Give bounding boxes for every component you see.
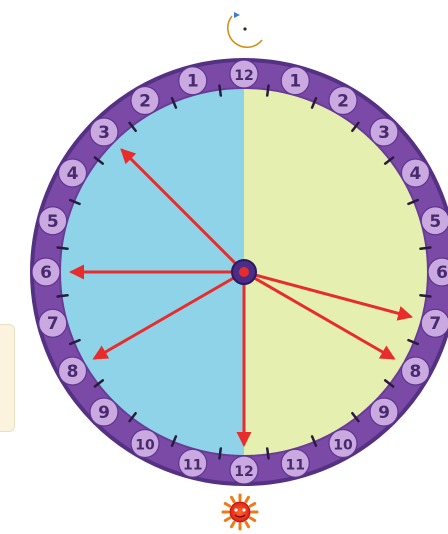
hour-number-label: 12 (234, 68, 253, 84)
hour-number: 2 (130, 85, 160, 116)
hour-tick (56, 246, 69, 251)
hour-tick (265, 447, 270, 460)
hour-number-label: 1 (187, 72, 199, 92)
hour-number-label: 9 (98, 403, 110, 423)
hour-number: 11 (178, 448, 208, 478)
hour-number-label: 8 (67, 362, 79, 382)
arrow-to-7 (242, 270, 414, 321)
hour-number-label: 4 (410, 164, 422, 184)
hour-tick (383, 379, 395, 388)
hour-number-label: 1 (289, 72, 301, 92)
hour-tick (93, 379, 105, 388)
hour-number-label: 2 (139, 92, 151, 112)
hour-tick (407, 338, 419, 346)
hour-number: 1 (280, 66, 310, 96)
hour-number-label: 3 (98, 123, 110, 143)
hour-number: 5 (420, 206, 448, 236)
hour-number-label: 8 (410, 362, 422, 382)
hour-number-label: 10 (333, 437, 353, 453)
hour-tick (351, 121, 360, 133)
hour-number: 8 (57, 356, 88, 386)
hour-number-label: 11 (183, 457, 202, 473)
sun-icon (221, 493, 259, 531)
hour-number: 11 (280, 448, 310, 478)
hour-number: 9 (89, 397, 119, 427)
hand-arrows (69, 148, 414, 447)
sun-ray (223, 516, 232, 522)
hour-number: 12 (229, 455, 259, 485)
arrow-to-9 (120, 148, 246, 274)
hour-number: 9 (369, 397, 399, 427)
hour-tick (69, 338, 81, 346)
hour-number: 5 (38, 206, 68, 236)
hour-number: 4 (400, 158, 431, 188)
hour-tick (407, 198, 419, 206)
hour-number: 3 (369, 117, 399, 147)
hour-tick (310, 97, 318, 109)
sun-ray (223, 502, 232, 508)
sun-ray (230, 495, 236, 504)
hour-tick (128, 411, 137, 423)
moon-icon (227, 12, 263, 48)
sun-ray (248, 502, 257, 508)
hour-number-label: 6 (40, 263, 52, 283)
hour-number-label: 10 (135, 437, 155, 453)
hour-number-label: 7 (429, 314, 441, 334)
hour-ticks (56, 84, 432, 460)
hour-number: 8 (400, 356, 431, 386)
hour-number: 10 (130, 428, 160, 459)
hour-number: 7 (420, 308, 448, 338)
hour-number: 10 (328, 428, 358, 459)
hour-number-label: 4 (67, 164, 79, 184)
sun-ray (244, 495, 250, 504)
sun-ray (248, 516, 257, 522)
hour-number: 6 (31, 257, 61, 287)
hour-number: 6 (427, 257, 448, 287)
hour-tick (218, 84, 223, 97)
hour-number-label: 7 (47, 314, 59, 334)
hour-number-label: 6 (436, 263, 448, 283)
side-card (0, 324, 15, 432)
hour-number: 4 (57, 158, 88, 188)
hour-tick (265, 84, 270, 97)
hour-number: 1 (178, 66, 208, 96)
hour-number-label: 5 (429, 212, 441, 232)
hour-tick (93, 156, 105, 165)
hour-number-label: 5 (47, 212, 59, 232)
hour-number: 7 (38, 308, 68, 338)
hour-number-label: 9 (378, 403, 390, 423)
hour-tick (310, 435, 318, 447)
sun-ray (230, 520, 236, 529)
hour-tick (56, 293, 69, 298)
hour-tick (383, 156, 395, 165)
hour-number: 12 (229, 59, 259, 89)
hour-tick (351, 411, 360, 423)
hour-number-label: 3 (378, 123, 390, 143)
hour-tick (170, 435, 178, 447)
hour-tick (419, 246, 432, 251)
hour-number: 2 (328, 85, 358, 116)
hour-number-label: 2 (337, 92, 349, 112)
hour-tick (419, 293, 432, 298)
arrow-to-4 (92, 270, 246, 360)
hour-number: 3 (89, 117, 119, 147)
hour-number-label: 11 (286, 457, 305, 473)
sun-ray (244, 520, 250, 529)
hour-number-label: 12 (234, 464, 253, 480)
hour-tick (218, 447, 223, 460)
hour-tick (128, 121, 137, 133)
hour-tick (170, 97, 178, 109)
arrow-to-8 (242, 270, 396, 360)
hour-tick (69, 198, 81, 206)
